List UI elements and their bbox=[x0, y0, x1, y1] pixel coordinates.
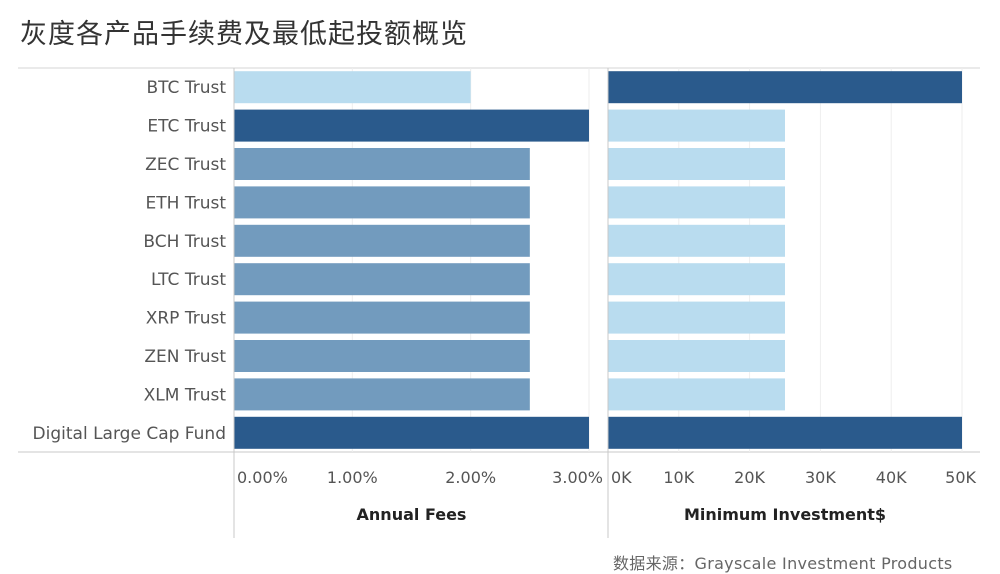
tick-label: 30K bbox=[805, 468, 836, 487]
bar[interactable] bbox=[234, 416, 589, 449]
bar[interactable] bbox=[234, 109, 589, 142]
category-label: ZEN Trust bbox=[144, 347, 226, 367]
category-label: ZEC Trust bbox=[145, 155, 226, 175]
bar[interactable] bbox=[234, 301, 530, 334]
bar[interactable] bbox=[608, 263, 785, 296]
axis-title: Annual Fees bbox=[357, 505, 467, 524]
tick-label: 40K bbox=[876, 468, 907, 487]
bar[interactable] bbox=[234, 186, 530, 219]
category-label: BTC Trust bbox=[147, 78, 227, 98]
tick-label: 1.00% bbox=[327, 468, 378, 487]
bar[interactable] bbox=[608, 301, 785, 334]
bar[interactable] bbox=[608, 109, 785, 142]
bar[interactable] bbox=[608, 148, 785, 180]
category-label: ETH Trust bbox=[146, 193, 227, 213]
bar[interactable] bbox=[234, 378, 530, 411]
axis-title: Minimum Investment$ bbox=[684, 505, 886, 524]
bar[interactable] bbox=[608, 186, 785, 219]
bar[interactable] bbox=[234, 148, 530, 180]
category-label: ETC Trust bbox=[147, 117, 226, 137]
tick-label: 20K bbox=[734, 468, 765, 487]
category-label: BCH Trust bbox=[143, 232, 226, 252]
bar[interactable] bbox=[234, 263, 530, 296]
tick-label: 3.00% bbox=[552, 468, 603, 487]
category-label: Digital Large Cap Fund bbox=[33, 424, 226, 444]
tick-label: 2.00% bbox=[445, 468, 496, 487]
bar[interactable] bbox=[234, 340, 530, 372]
tick-label: 50K bbox=[945, 468, 976, 487]
tick-label: 0K bbox=[611, 468, 632, 487]
bar[interactable] bbox=[608, 340, 785, 372]
bar[interactable] bbox=[608, 416, 962, 449]
source-note: 数据来源：Grayscale Investment Products bbox=[613, 554, 953, 573]
bar[interactable] bbox=[234, 224, 530, 257]
tick-label: 0.00% bbox=[237, 468, 288, 487]
chart-title: 灰度各产品手续费及最低起投额概览 bbox=[20, 19, 468, 50]
bar[interactable] bbox=[608, 71, 962, 104]
bar[interactable] bbox=[608, 224, 785, 257]
category-label: LTC Trust bbox=[151, 270, 226, 290]
tick-label: 10K bbox=[663, 468, 694, 487]
category-label: XRP Trust bbox=[146, 309, 227, 329]
bar[interactable] bbox=[234, 71, 471, 104]
bar[interactable] bbox=[608, 378, 785, 411]
category-label: XLM Trust bbox=[144, 385, 227, 405]
